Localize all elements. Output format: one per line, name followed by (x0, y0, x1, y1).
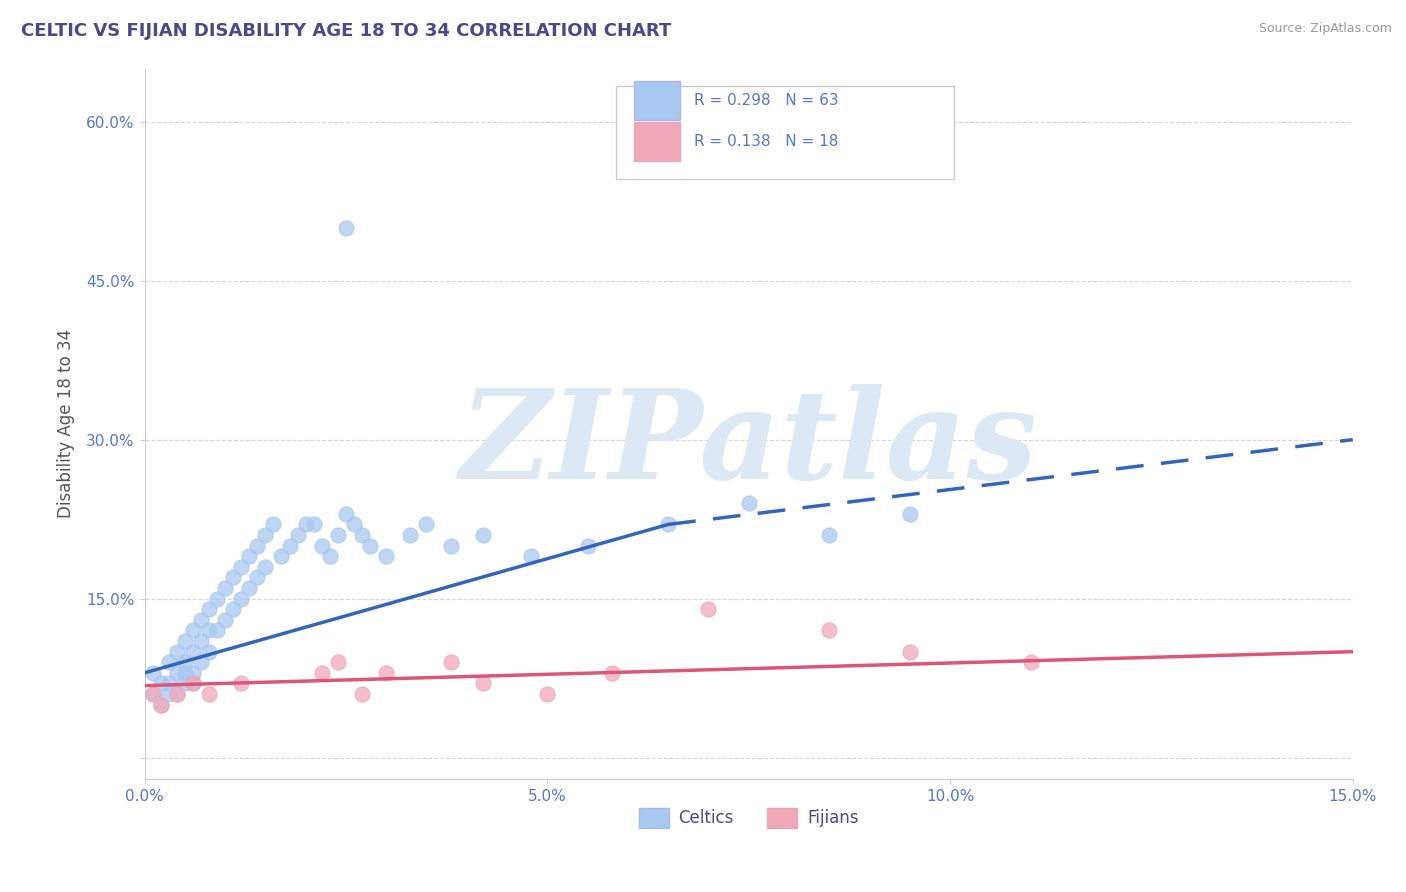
Point (181, 645, 204, 659)
Point (246, 570, 269, 584)
Point (415, 517, 437, 532)
Point (311, 539, 333, 553)
Point (262, 517, 284, 532)
Point (737, 496, 759, 510)
Point (311, 665, 333, 680)
Point (198, 624, 221, 638)
Point (471, 528, 494, 542)
Point (319, 549, 342, 564)
Point (205, 624, 228, 638)
Point (149, 676, 172, 690)
Point (190, 634, 212, 648)
Bar (634, 81, 679, 120)
Point (335, 507, 357, 521)
Point (238, 549, 260, 564)
Text: R = 0.138   N = 18: R = 0.138 N = 18 (695, 134, 838, 149)
Point (198, 645, 221, 659)
Point (254, 559, 277, 574)
Legend: Celtics, Fijians: Celtics, Fijians (631, 801, 866, 835)
Point (166, 645, 188, 659)
Point (818, 624, 841, 638)
Point (818, 528, 841, 542)
Point (198, 687, 221, 701)
Point (439, 655, 461, 669)
Point (326, 528, 349, 542)
Point (278, 539, 301, 553)
Point (181, 665, 204, 680)
Point (198, 602, 221, 616)
Point (166, 665, 188, 680)
Point (350, 528, 373, 542)
Point (1019, 655, 1042, 669)
Point (600, 665, 623, 680)
Point (231, 676, 253, 690)
Point (222, 570, 245, 584)
Point (359, 539, 381, 553)
Point (190, 613, 212, 627)
Point (471, 676, 494, 690)
Point (181, 624, 204, 638)
Point (697, 602, 720, 616)
Point (343, 517, 366, 532)
Point (142, 687, 165, 701)
Text: CELTIC VS FIJIAN DISABILITY AGE 18 TO 34 CORRELATION CHART: CELTIC VS FIJIAN DISABILITY AGE 18 TO 34… (21, 22, 671, 40)
Point (222, 602, 245, 616)
Point (350, 687, 373, 701)
Point (898, 645, 921, 659)
Point (181, 676, 204, 690)
Point (335, 220, 357, 235)
Point (190, 655, 212, 669)
Text: R = 0.298   N = 63: R = 0.298 N = 63 (695, 94, 839, 108)
Point (326, 655, 349, 669)
Text: ZIPatlas: ZIPatlas (460, 384, 1038, 506)
Bar (634, 122, 679, 161)
Point (238, 581, 260, 595)
Point (149, 698, 172, 712)
Point (166, 687, 188, 701)
Point (214, 613, 236, 627)
Point (246, 539, 269, 553)
Point (270, 549, 292, 564)
Point (294, 517, 316, 532)
Point (302, 517, 325, 532)
Point (520, 549, 543, 564)
Y-axis label: Disability Age 18 to 34: Disability Age 18 to 34 (58, 329, 75, 518)
Point (149, 698, 172, 712)
Point (181, 676, 204, 690)
Point (142, 687, 165, 701)
Point (173, 676, 195, 690)
Point (214, 581, 236, 595)
Point (157, 655, 180, 669)
Point (439, 539, 461, 553)
Point (399, 528, 422, 542)
Point (142, 665, 165, 680)
Point (231, 559, 253, 574)
Point (173, 634, 195, 648)
Point (173, 665, 195, 680)
Point (166, 687, 188, 701)
Point (173, 655, 195, 669)
Point (657, 517, 679, 532)
Point (375, 665, 398, 680)
Point (536, 687, 558, 701)
Point (254, 528, 277, 542)
Point (157, 687, 180, 701)
Point (205, 591, 228, 606)
Point (157, 676, 180, 690)
Point (231, 591, 253, 606)
Point (576, 539, 599, 553)
Point (898, 507, 921, 521)
FancyBboxPatch shape (616, 87, 955, 178)
Text: Source: ZipAtlas.com: Source: ZipAtlas.com (1258, 22, 1392, 36)
Point (287, 528, 309, 542)
Point (375, 549, 398, 564)
